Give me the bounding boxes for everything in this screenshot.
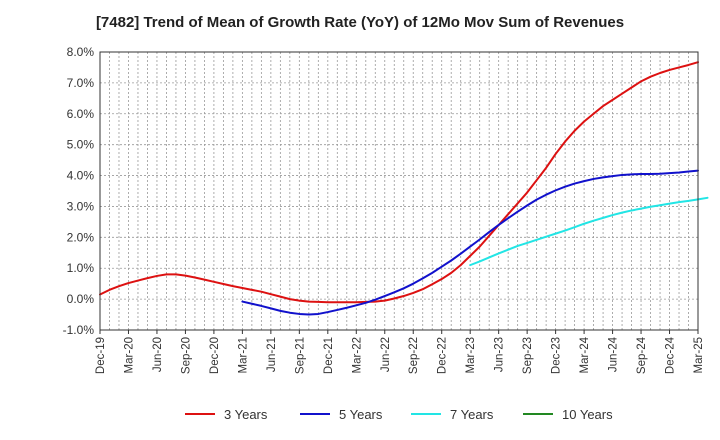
x-tick-label: Sep-22	[408, 337, 420, 374]
y-tick-label: 2.0%	[67, 230, 95, 244]
series-line-7-years	[469, 196, 709, 267]
x-tick-label: Sep-20	[180, 337, 192, 374]
x-tick-label: Dec-24	[665, 336, 677, 374]
y-tick-label: 4.0%	[67, 169, 95, 183]
x-tick-label: Mar-23	[465, 337, 477, 373]
x-axis-ticks: Dec-19 Mar-20 Jun-20 Sep-20 Dec-20 Mar-21 Jun-…	[95, 330, 705, 374]
y-tick-label: 6.0%	[67, 107, 95, 121]
x-tick-label: Mar-20	[123, 337, 135, 373]
y-tick-label: 5.0%	[67, 138, 95, 152]
y-tick-label: -1.0%	[63, 323, 95, 337]
x-tick-label: Mar-21	[237, 337, 249, 373]
series-line-3-years	[99, 61, 699, 304]
legend-label-10-years: 10 Years	[562, 407, 613, 422]
x-tick-label: Dec-23	[551, 337, 563, 374]
x-tick-label: Mar-22	[351, 337, 363, 373]
x-tick-label: Dec-22	[437, 337, 449, 374]
y-axis-ticks: -1.0% 0.0% 1.0% 2.0% 3.0% 4.0% 5.0% 6.0% 7.0% 8.0…	[63, 45, 95, 337]
x-tick-label: Sep-23	[522, 337, 534, 374]
legend: 3 Years 5 Years 7 Years 10 Years	[185, 407, 613, 422]
x-tick-label: Mar-24	[579, 336, 591, 373]
x-tick-label: Jun-23	[494, 337, 506, 372]
x-tick-label: Sep-21	[294, 337, 306, 374]
x-tick-label: Jun-24	[608, 336, 620, 372]
y-tick-label: 1.0%	[67, 261, 95, 275]
grid-layer	[100, 52, 698, 330]
legend-label-5-years: 5 Years	[339, 407, 383, 422]
x-tick-label: Mar-25	[693, 337, 705, 373]
x-tick-label: Jun-20	[152, 337, 164, 372]
x-tick-label: Jun-22	[380, 337, 392, 372]
y-tick-label: 8.0%	[67, 45, 95, 59]
y-tick-label: 3.0%	[67, 199, 95, 213]
legend-label-7-years: 7 Years	[450, 407, 494, 422]
x-tick-label: Dec-21	[323, 337, 335, 374]
series-line-5-years	[241, 169, 699, 316]
x-tick-label: Dec-20	[209, 337, 221, 374]
chart-title: [7482] Trend of Mean of Growth Rate (YoY…	[95, 14, 625, 31]
y-tick-label: 0.0%	[67, 292, 95, 306]
x-tick-label: Sep-24	[636, 336, 648, 374]
series-layer	[99, 61, 709, 316]
y-tick-label: 7.0%	[67, 76, 95, 90]
legend-label-3-years: 3 Years	[224, 407, 268, 422]
x-tick-label: Dec-19	[95, 337, 107, 374]
x-tick-label: Jun-21	[266, 337, 278, 372]
plot-frame	[99, 51, 699, 331]
